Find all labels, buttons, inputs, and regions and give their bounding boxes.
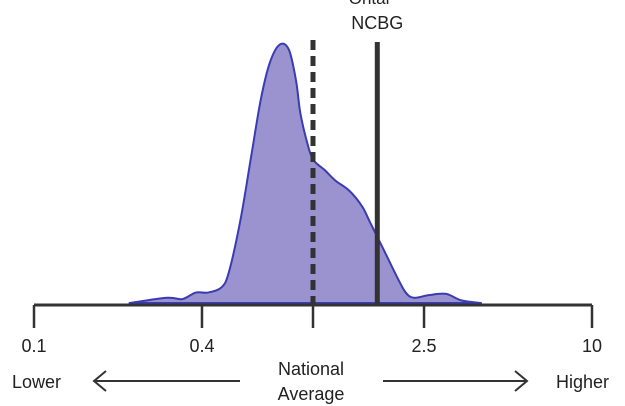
x-tick-label: 0.4 [189,336,214,356]
reference-lines-layer: NCBG [310,13,403,305]
reference-line-label: NCBG [351,13,403,33]
average-label: Average [278,384,345,404]
x-tick-label: 0.1 [21,336,46,356]
higher-label: Higher [556,372,609,392]
national-label: National [278,359,344,379]
cut-top-text: Ontar [349,0,392,8]
right-arrow-icon [383,370,529,392]
x-tick-label: 2.5 [412,336,437,356]
lower-label: Lower [12,372,61,392]
x-axis-ticks: 0.1 0.4 2.5 10 [21,305,602,356]
left-arrow-icon [92,370,240,392]
x-tick-label: 10 [582,336,602,356]
density-area-layer [128,42,482,304]
density-area [128,42,482,304]
